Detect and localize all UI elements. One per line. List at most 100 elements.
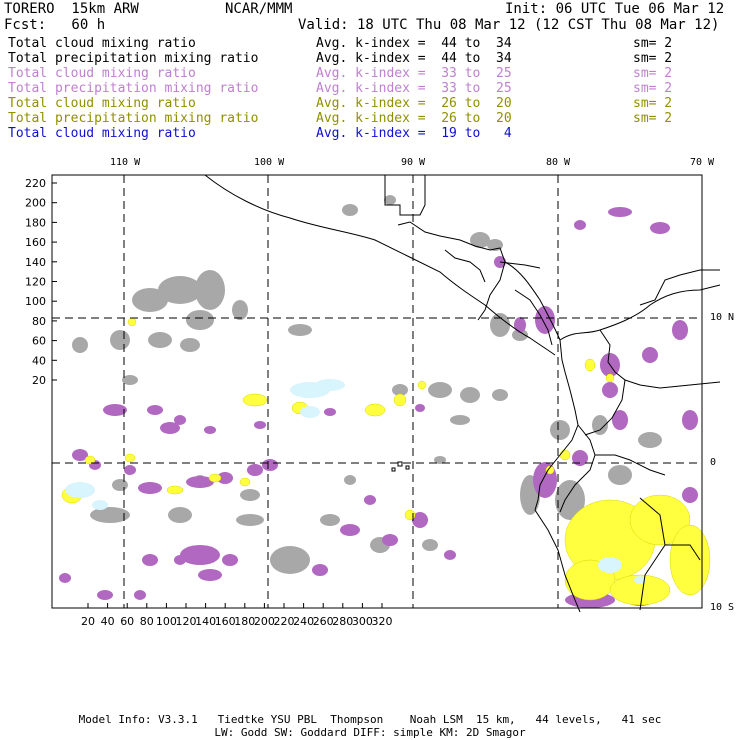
legend-row: Total cloud mixing ratio Avg. k-index = 1… <box>8 126 732 141</box>
gray-field-patch <box>422 539 438 551</box>
gray-field-patch <box>122 375 138 385</box>
gray-field-patch <box>168 507 192 523</box>
purple-field-patch <box>535 306 555 334</box>
x-tick-label: 180 <box>234 615 255 628</box>
x-tick-label: 100 <box>156 615 177 628</box>
legend-field: Total cloud mixing ratio <box>8 66 196 81</box>
y-tick-label: 40 <box>32 354 46 367</box>
purple-field-patch <box>412 512 428 528</box>
yellow-field-patch <box>559 449 571 461</box>
yellow-field-patch <box>124 453 136 463</box>
purple-field-patch <box>254 421 266 429</box>
cyan-field-patch <box>598 557 622 573</box>
x-tick-label: 80 <box>140 615 154 628</box>
purple-field-patch <box>59 573 71 583</box>
x-tick-label: 120 <box>176 615 197 628</box>
gray-field-patch <box>512 329 528 341</box>
cyan-field-patch <box>315 379 345 391</box>
purple-field-patch <box>608 207 632 217</box>
gray-field-patch <box>112 479 128 491</box>
y-tick-label: 160 <box>25 236 46 249</box>
yellow-field-patch <box>208 473 222 483</box>
y-tick-label: 220 <box>25 177 46 190</box>
x-tick-label: 20 <box>81 615 95 628</box>
yellow-field-patch <box>393 393 407 407</box>
legend-kindex: Avg. k-index = 19 to 4 <box>316 126 512 141</box>
y-tick-label: 80 <box>32 315 46 328</box>
purple-field-patch <box>103 404 127 416</box>
x-tick-label: 220 <box>274 615 295 628</box>
gray-field-patch <box>186 310 214 330</box>
gray-field-patch <box>158 276 202 304</box>
x-tick-label: 280 <box>332 615 353 628</box>
lon-label-90w: 90 W <box>401 157 426 168</box>
purple-field-patch <box>415 404 425 412</box>
x-tick-label: 300 <box>352 615 373 628</box>
yellow-field-patch <box>242 393 268 407</box>
purple-field-patch <box>364 495 376 505</box>
gray-field-patch <box>236 514 264 526</box>
init-time: Init: 06 UTC Tue 06 Mar 12 <box>505 1 725 17</box>
map-frame <box>51 174 703 609</box>
purple-field-patch <box>262 459 278 471</box>
x-tick-label: 320 <box>372 615 393 628</box>
field-layer <box>59 195 711 608</box>
purple-field-patch <box>186 476 214 488</box>
purple-field-patch <box>324 408 336 416</box>
purple-field-patch <box>382 534 398 546</box>
yellow-field-patch <box>84 455 96 465</box>
legend-kindex: Avg. k-index = 44 to 34 <box>316 36 512 51</box>
yellow-field-patch <box>127 317 137 327</box>
purple-field-patch <box>247 464 263 476</box>
yellow-field-patch <box>629 494 691 546</box>
gray-field-patch <box>490 313 510 337</box>
y-tick-label: 180 <box>25 216 46 229</box>
gray-field-patch <box>550 420 570 440</box>
legend-kindex: Avg. k-index = 26 to 20 <box>316 96 512 111</box>
gray-field-patch <box>555 480 585 520</box>
cyan-field-patch <box>92 500 108 510</box>
valid-time: Valid: 18 UTC Thu 08 Mar 12 (12 CST Thu … <box>298 17 720 33</box>
gray-field-patch <box>148 332 172 348</box>
gray-field-patch <box>344 475 356 485</box>
purple-field-patch <box>642 347 658 363</box>
gray-field-patch <box>288 324 312 336</box>
legend-row: Total cloud mixing ratio Avg. k-index = 2… <box>8 96 732 111</box>
gray-field-patch <box>592 415 608 435</box>
yellow-field-patch <box>545 465 555 475</box>
lon-label-110w: 110 W <box>110 157 141 168</box>
lat-label-0: 0 <box>710 457 717 468</box>
purple-field-patch <box>174 555 186 565</box>
purple-field-patch <box>444 550 456 560</box>
purple-field-patch <box>160 422 180 434</box>
gray-field-patch <box>428 382 452 398</box>
legend-kindex: Avg. k-index = 44 to 34 <box>316 51 512 66</box>
y-tick-label: 20 <box>32 374 46 387</box>
x-tick-label: 140 <box>195 615 216 628</box>
lon-label-80w: 80 W <box>546 157 571 168</box>
gray-field-patch <box>72 337 88 353</box>
gray-field-patch <box>240 489 260 501</box>
purple-field-patch <box>134 590 146 600</box>
purple-field-patch <box>217 472 233 484</box>
legend-field: Total precipitation mixing ratio <box>8 81 259 96</box>
gray-field-patch <box>195 270 225 310</box>
purple-field-patch <box>650 222 670 234</box>
y-tick-label: 120 <box>25 276 46 289</box>
purple-field-patch <box>97 590 113 600</box>
gray-field-patch <box>450 415 470 425</box>
legend-sm: sm= 2 <box>633 36 673 51</box>
purple-field-patch <box>147 405 163 415</box>
purple-field-patch <box>222 554 238 566</box>
legend-sm: sm= 2 <box>633 96 673 111</box>
purple-field-patch <box>672 320 688 340</box>
gray-field-patch <box>342 204 358 216</box>
x-tick-label: 200 <box>254 615 275 628</box>
purple-field-patch <box>124 465 136 475</box>
legend-kindex: Avg. k-index = 33 to 25 <box>316 81 512 96</box>
gray-field-patch <box>90 507 130 523</box>
purple-field-patch <box>533 462 557 498</box>
x-tick-label: 40 <box>101 615 115 628</box>
gray-field-patch <box>392 384 408 396</box>
legend-row: Total precipitation mixing ratio Avg. k-i… <box>8 81 732 96</box>
